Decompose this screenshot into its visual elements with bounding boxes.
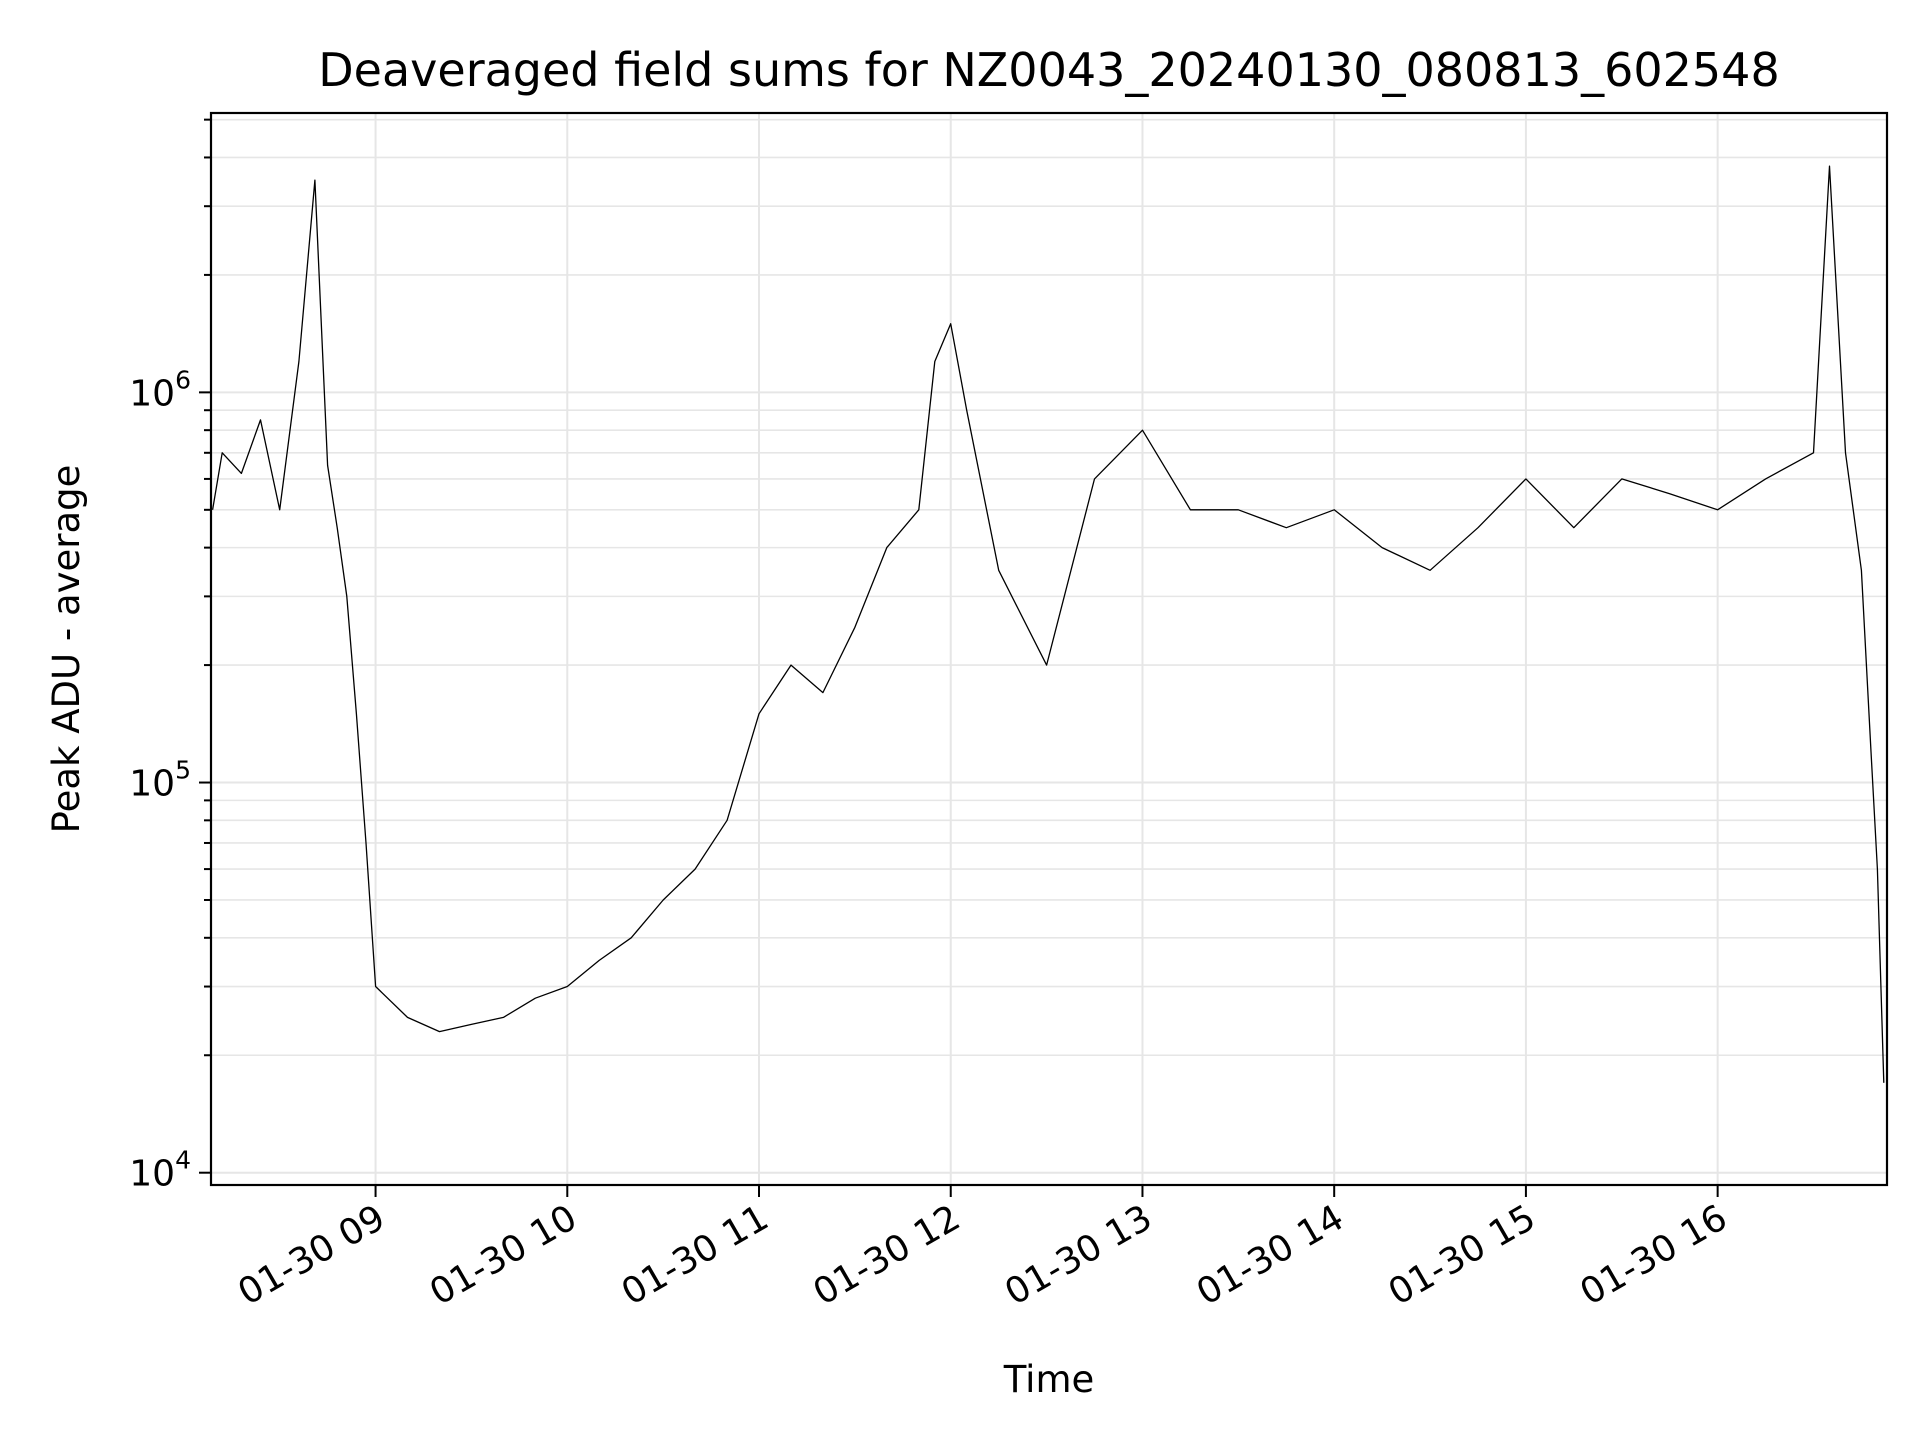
chart-title: Deaveraged field sums for NZ0043_2024013… <box>318 43 1779 97</box>
y-tick-exponent: 5 <box>175 756 191 785</box>
y-tick-label: 106 <box>129 365 191 414</box>
plot-frame <box>209 111 1889 1187</box>
y-tick-base: 10 <box>129 373 175 414</box>
series-line <box>211 165 1885 1083</box>
y-axis-label: Peak ADU - average <box>45 465 88 834</box>
y-tick-base: 10 <box>129 764 175 805</box>
y-tick-label: 104 <box>129 1146 191 1195</box>
y-tick-label: 105 <box>129 756 191 805</box>
y-tick-base: 10 <box>129 1154 175 1195</box>
y-tick-exponent: 4 <box>175 1146 191 1175</box>
x-axis-label: Time <box>1003 1358 1095 1401</box>
grid-lines <box>211 113 1887 1185</box>
y-tick-exponent: 6 <box>175 365 191 394</box>
series-layer <box>211 165 1885 1083</box>
